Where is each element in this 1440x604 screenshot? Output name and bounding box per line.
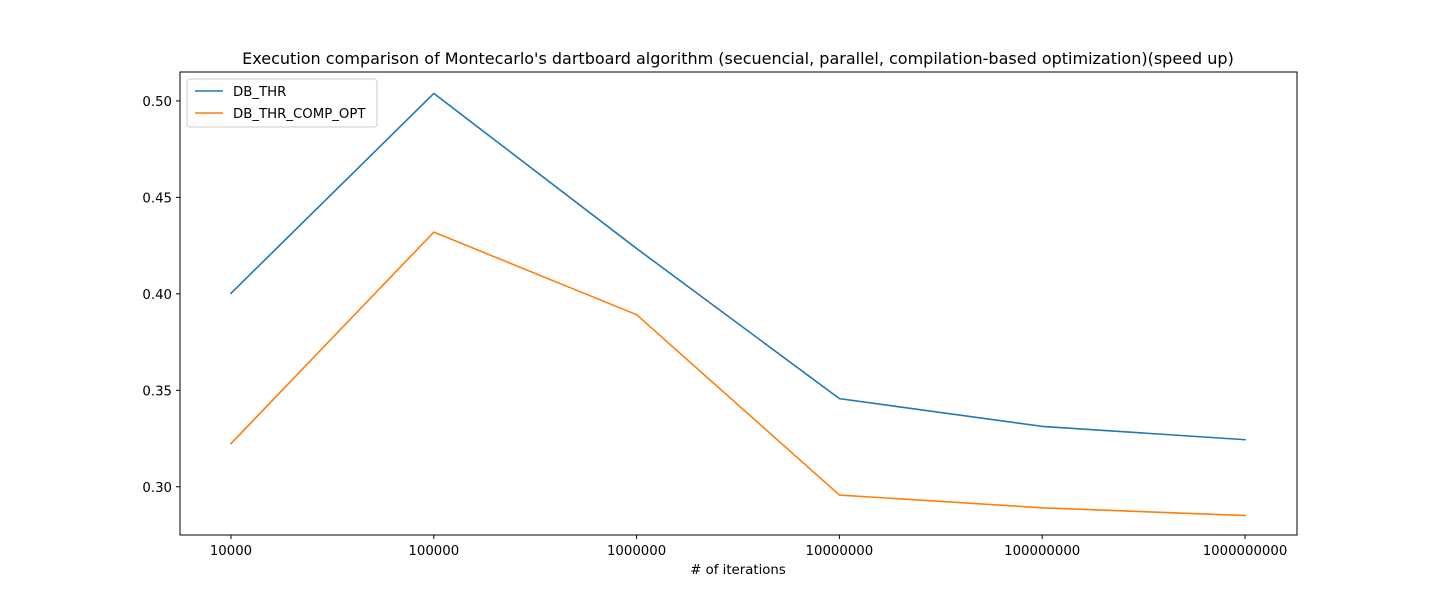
x-tick-label: 1000000: [607, 544, 666, 559]
y-tick-label: 0.45: [142, 191, 172, 206]
y-tick-label: 0.40: [142, 288, 172, 303]
axes-frame: [179, 71, 1298, 536]
x-tick-label: 100000: [408, 544, 459, 559]
x-tick-label: 1000000000: [1203, 544, 1288, 559]
y-tick-label: 0.35: [142, 384, 172, 399]
y-tick-label: 0.50: [142, 95, 172, 110]
legend-box: [186, 78, 378, 128]
legend: DB_THR DB_THR_COMP_OPT: [186, 78, 378, 128]
x-tick-label: 100000000: [1004, 544, 1080, 559]
x-axis-label: # of iterations: [690, 563, 786, 578]
chart-title: Execution comparison of Montecarlo's dar…: [242, 49, 1234, 68]
x-tick-label: 10000000: [806, 544, 874, 559]
plot-area: 10000 100000 1000000 10000000 100000000 10000…: [142, 71, 1298, 559]
series-line-0: [229, 92, 1246, 441]
y-tick-label: 0.30: [142, 481, 172, 496]
x-tick-label: 10000: [210, 544, 252, 559]
series-line-1: [229, 231, 1246, 517]
legend-label-0: DB_THR: [233, 85, 286, 100]
legend-label-1: DB_THR_COMP_OPT: [233, 107, 366, 122]
